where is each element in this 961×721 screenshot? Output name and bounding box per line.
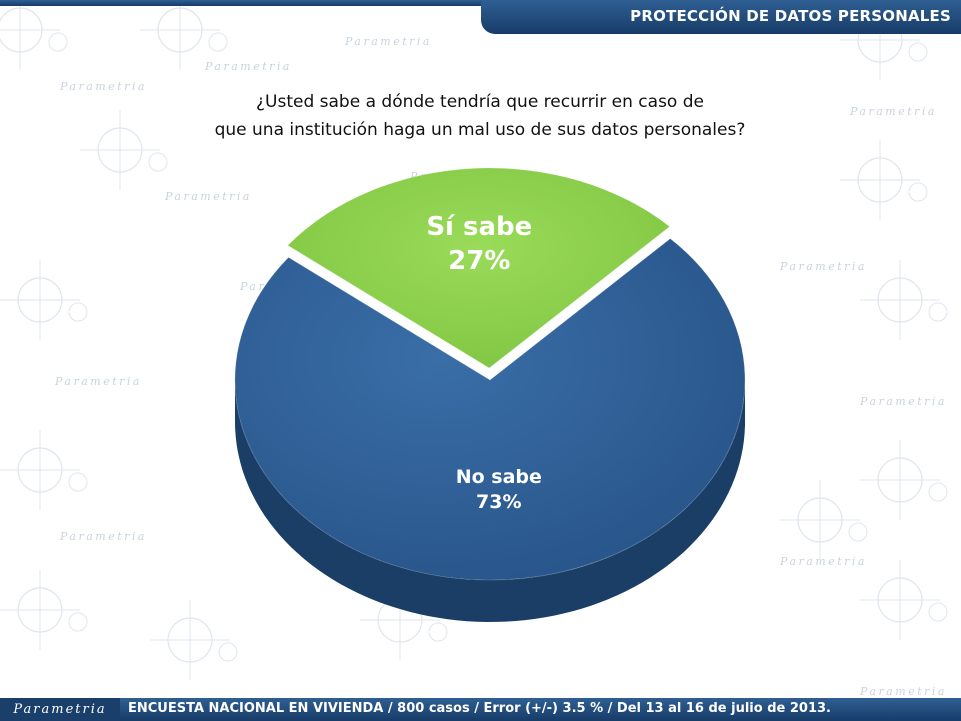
- watermark-motif: [860, 440, 948, 520]
- question-text: ¿Usted sabe a dónde tendría que recurrir…: [180, 88, 780, 144]
- watermark-motif: [860, 260, 948, 340]
- watermark-motif: [0, 570, 88, 650]
- watermark-motif: [80, 110, 168, 190]
- header-tab: PROTECCIÓN DE DATOS PERSONALES: [481, 0, 961, 34]
- watermark-motif: [780, 480, 868, 560]
- watermark-motif: [150, 600, 238, 680]
- watermark-motif: [0, 260, 88, 340]
- watermark-motif: [840, 140, 928, 220]
- pie-slice-si-sabe: [286, 167, 671, 369]
- slice-value-si-sabe: 27%: [448, 246, 510, 276]
- footer-text: ENCUESTA NACIONAL EN VIVIENDA / 800 caso…: [128, 701, 831, 716]
- footer-logo: Parametria: [0, 698, 120, 721]
- header-title: PROTECCIÓN DE DATOS PERSONALES: [630, 7, 951, 25]
- slice-label-no-sabe: No sabe: [456, 466, 542, 488]
- pie-slice-no-sabe: [234, 237, 746, 581]
- watermark-word: Parametria: [54, 375, 142, 388]
- watermark-word: Parametria: [164, 190, 252, 203]
- watermark-word: Parametria: [204, 60, 292, 73]
- watermark-word: Parametria: [59, 80, 147, 93]
- watermark-motif: [860, 560, 948, 640]
- watermark-motif: [0, 430, 88, 510]
- watermark-word: Parametria: [779, 260, 867, 273]
- header-band: [0, 0, 961, 6]
- watermark-word: Parametria: [859, 685, 947, 698]
- slice-label-si-sabe: Sí sabe: [426, 212, 532, 242]
- watermark-word: Parametria: [849, 105, 937, 118]
- watermark-word: Parametria: [59, 530, 147, 543]
- watermark-word: Parametria: [344, 35, 432, 48]
- question-line-1: ¿Usted sabe a dónde tendría que recurrir…: [256, 92, 704, 112]
- question-line-2: que una institución haga un mal uso de s…: [214, 120, 746, 140]
- watermark-word: Parametria: [779, 555, 867, 568]
- footer-bar: Parametria ENCUESTA NACIONAL EN VIVIENDA…: [0, 698, 961, 721]
- pie-slice-side-no-sabe: [235, 378, 745, 622]
- slice-value-no-sabe: 73%: [476, 491, 521, 513]
- watermark-word: Parametria: [859, 395, 947, 408]
